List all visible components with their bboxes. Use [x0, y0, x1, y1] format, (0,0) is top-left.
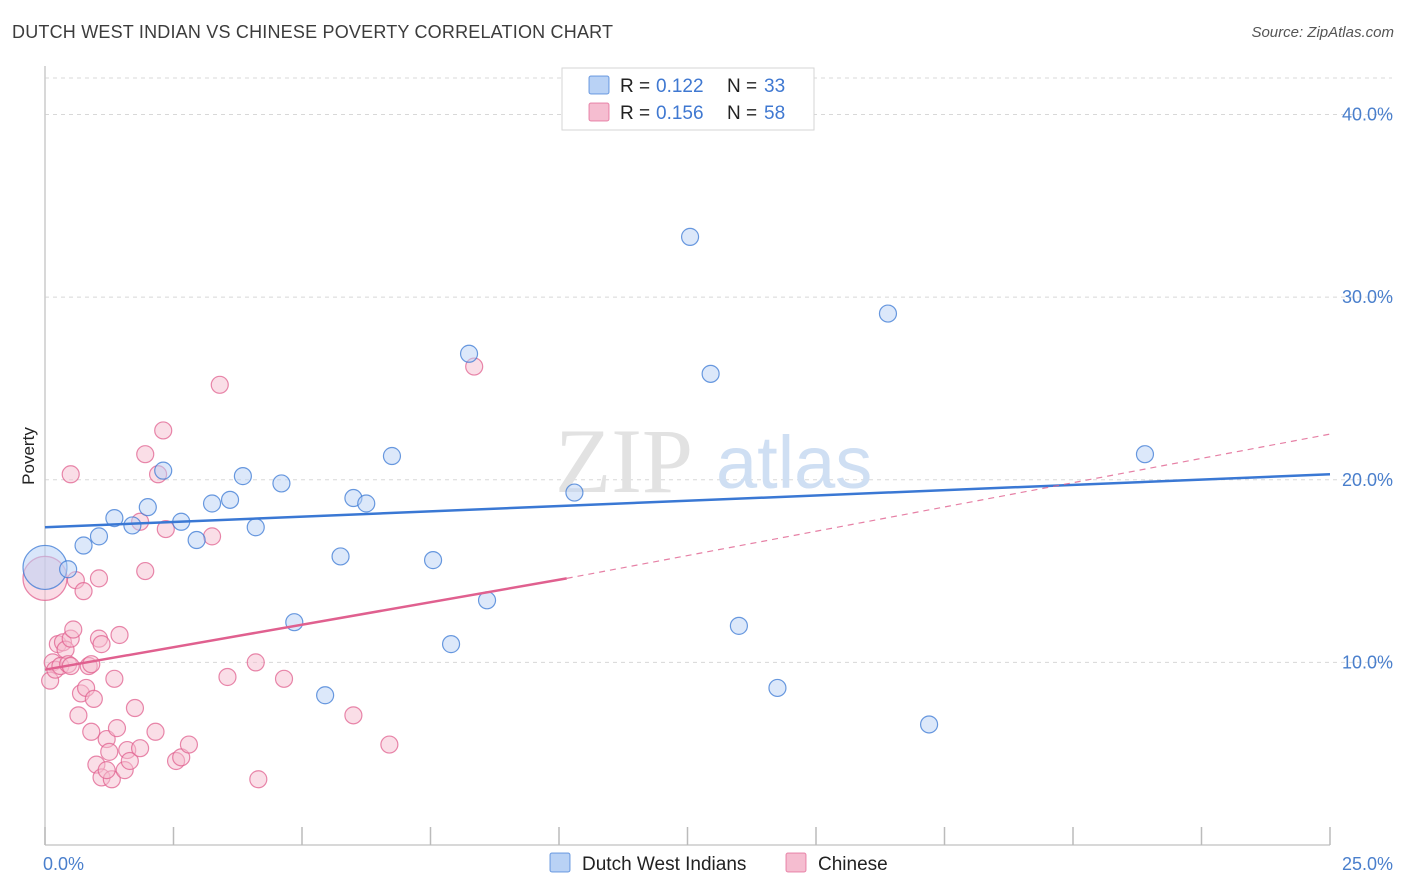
dutch-west-indian-points [22, 227, 1155, 734]
dutch-point-28 [729, 616, 749, 635]
dutch-point-29 [768, 678, 787, 698]
chinese-points [22, 357, 484, 789]
chinese-point-27 [100, 742, 119, 761]
watermark: ZIP atlas [555, 410, 872, 512]
chinese-point-42 [154, 421, 173, 440]
chinese-point-23 [89, 569, 109, 588]
chinese-point-18 [82, 722, 101, 741]
dutch-point-25 [565, 483, 584, 502]
series-legend-label-chinese: Chinese [818, 854, 888, 875]
chinese-point-29 [105, 669, 124, 688]
dutch-point-31 [919, 715, 939, 734]
trend-lines [44, 433, 1331, 671]
y-tick-label-0: 10.0% [1342, 652, 1393, 672]
dutch-point-1 [59, 560, 78, 579]
dutch-point-9 [187, 530, 206, 550]
series-legend-swatch-chinese [785, 852, 807, 873]
chinese-point-36 [130, 739, 150, 758]
dutch-point-20 [382, 446, 402, 466]
chinese-point-47 [202, 527, 222, 546]
legend-r-value-dutch: 0.122 [656, 76, 704, 97]
chinese-point-15 [74, 582, 93, 601]
chinese-point-48 [210, 375, 229, 394]
legend-r-label-dutch: R = [620, 76, 650, 97]
dutch-point-26 [680, 227, 700, 246]
legend-n-value-chinese: 58 [764, 103, 785, 124]
chinese-point-20 [84, 689, 103, 709]
chinese-point-24 [92, 635, 111, 654]
dutch-point-27 [701, 364, 720, 383]
chinese-point-46 [179, 735, 199, 754]
chinese-point-52 [274, 669, 294, 688]
dutch-point-30 [878, 304, 898, 323]
dutch-point-4 [105, 509, 124, 528]
legend-swatch-chinese [588, 102, 610, 122]
chinese-point-34 [120, 751, 139, 771]
watermark-atlas: atlas [716, 421, 872, 504]
dutch-point-32 [1135, 445, 1155, 464]
dutch-point-16 [316, 686, 335, 705]
dutch-point-6 [138, 498, 157, 517]
dutch-trend-line [44, 473, 1331, 529]
dutch-point-13 [246, 518, 265, 537]
dutch-point-7 [154, 461, 173, 480]
dutch-point-12 [233, 467, 252, 486]
series-legend: Dutch West Indians Chinese [549, 852, 888, 875]
chinese-point-10 [61, 465, 80, 484]
legend-n-value-dutch: 33 [764, 76, 785, 97]
chinese-point-11 [64, 620, 83, 639]
dutch-point-21 [423, 551, 443, 570]
chinese-point-19 [82, 655, 101, 674]
y-tick-label-2: 30.0% [1342, 287, 1393, 307]
chinese-point-38 [136, 445, 155, 464]
chinese-point-30 [107, 719, 127, 738]
axes [44, 66, 1331, 846]
chinese-point-57 [97, 761, 116, 780]
chinese-point-49 [218, 667, 237, 687]
legend-r-label-chinese: R = [620, 103, 650, 124]
series-legend-swatch-dutch [549, 852, 571, 873]
chinese-point-31 [110, 625, 129, 645]
chinese-point-54 [380, 735, 399, 754]
legend-n-label-dutch: N = [727, 76, 757, 97]
series-legend-label-dutch: Dutch West Indians [582, 854, 746, 875]
dutch-point-14 [272, 474, 291, 493]
chinese-point-35 [125, 698, 145, 718]
dutch-point-17 [331, 547, 350, 566]
chinese-point-40 [146, 722, 165, 741]
legend-r-value-chinese: 0.156 [656, 103, 704, 124]
dutch-point-5 [123, 516, 142, 535]
y-tick-label-1: 20.0% [1342, 470, 1393, 490]
chinese-point-53 [344, 706, 363, 725]
chinese-point-50 [246, 653, 265, 672]
legend-swatch-dutch [588, 75, 610, 95]
chinese-point-43 [156, 519, 175, 539]
dutch-point-3 [89, 527, 109, 546]
chart-source: Source: ZipAtlas.com [1251, 24, 1394, 41]
chinese-trend-extension [566, 433, 1331, 579]
chart-title: DUTCH WEST INDIAN VS CHINESE POVERTY COR… [12, 22, 614, 42]
x-tick-label-1: 25.0% [1342, 854, 1393, 874]
y-axis-label: Poverty [19, 427, 38, 485]
tick-labels: 10.0% 20.0% 30.0% 40.0% 0.0% 25.0% [43, 105, 1393, 874]
chinese-trend-line [44, 577, 567, 671]
dutch-point-23 [459, 344, 479, 363]
dutch-point-10 [202, 494, 222, 513]
chinese-point-39 [136, 561, 155, 581]
dutch-point-11 [220, 490, 240, 509]
dutch-point-2 [74, 536, 93, 555]
x-tick-label-0: 0.0% [43, 854, 84, 874]
chinese-point-13 [69, 706, 88, 725]
dutch-point-22 [441, 635, 461, 654]
legend-n-label-chinese: N = [727, 103, 757, 124]
chinese-point-51 [249, 770, 268, 789]
legend: R = 0.122 N = 33 R = 0.156 N = 58 [561, 67, 815, 131]
dutch-point-19 [357, 494, 376, 513]
y-tick-label-3: 40.0% [1342, 105, 1393, 125]
